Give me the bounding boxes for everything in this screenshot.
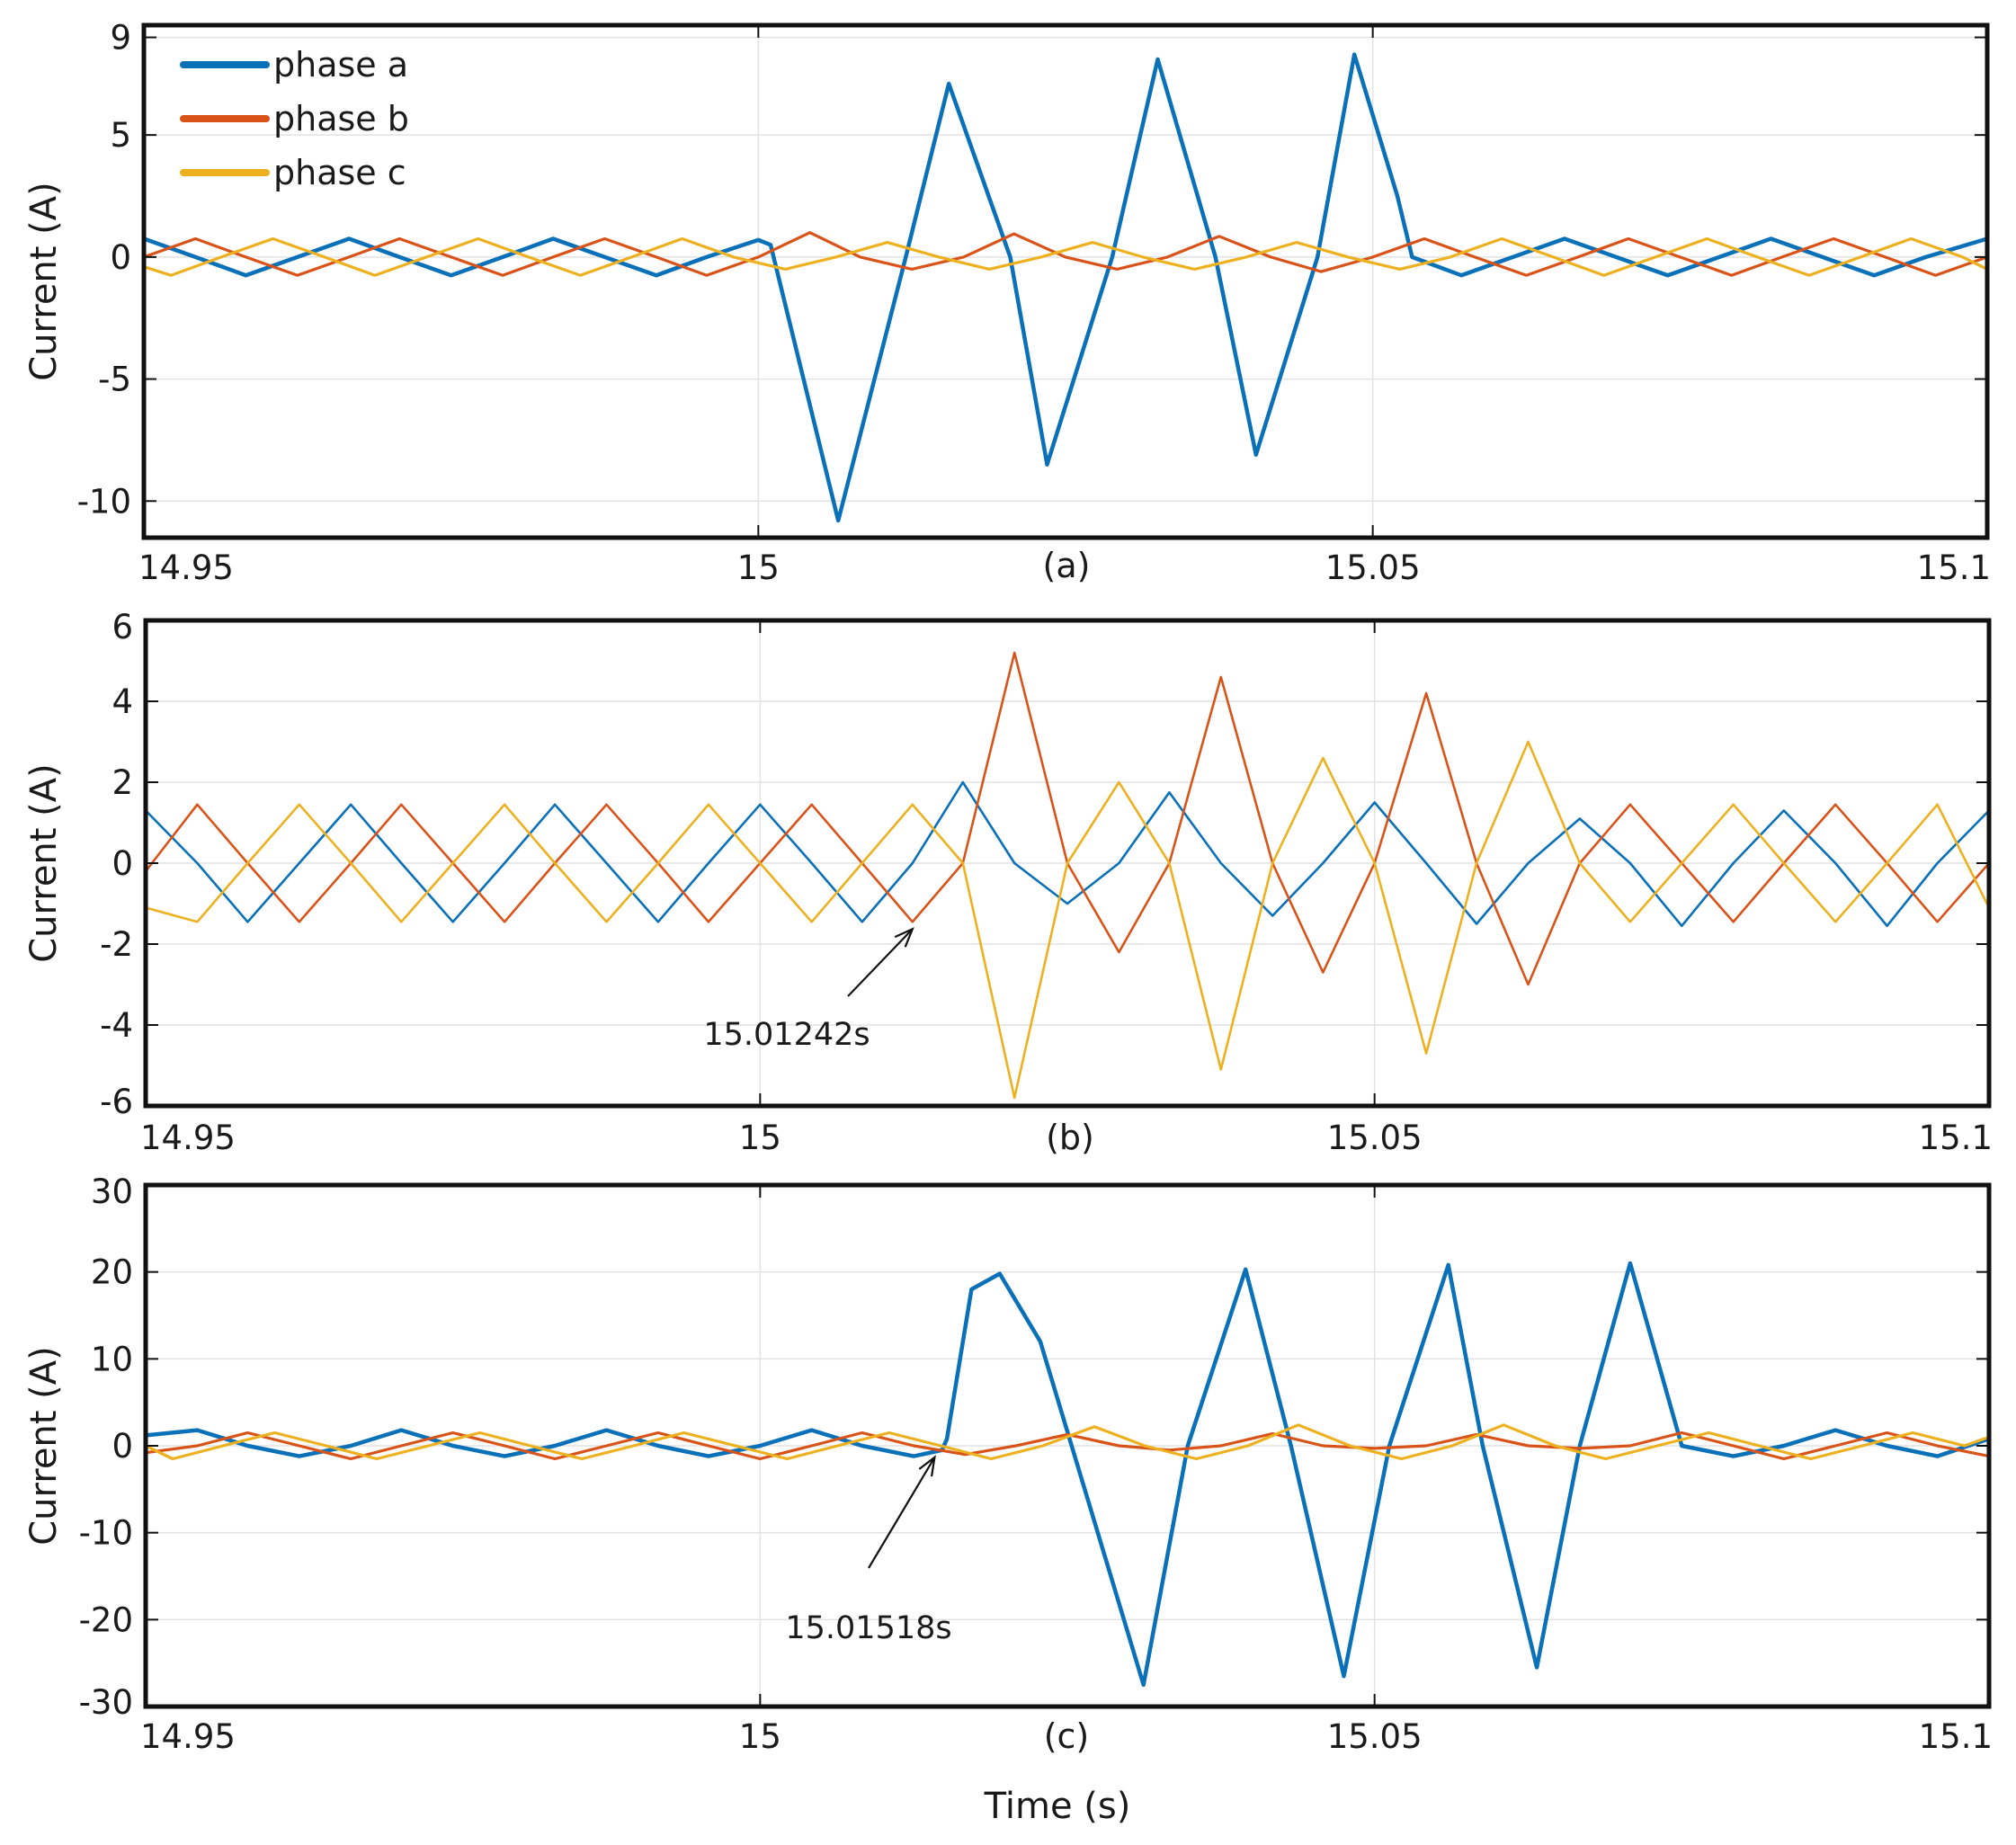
plot-frame — [141, 22, 1990, 540]
annotation-label: 15.01518s — [785, 1610, 951, 1646]
y-tick-label: 6 — [112, 608, 133, 646]
legend-label: phase c — [273, 153, 406, 192]
y-axis-title: Current (A) — [23, 182, 65, 381]
x-tick-label: 15.05 — [1327, 1119, 1423, 1157]
legend-label: phase a — [273, 45, 408, 85]
y-tick-label: -30 — [79, 1683, 133, 1722]
series-line-phase-a — [141, 52, 1990, 523]
y-tick-label: 0 — [112, 1427, 133, 1466]
y-tick-label: 20 — [91, 1253, 133, 1292]
y-tick-label: 0 — [110, 238, 131, 277]
x-tick-label: 14.95 — [140, 1717, 236, 1756]
annotation-arrow-head — [918, 1455, 936, 1477]
annotation-label: 15.01242s — [703, 1017, 870, 1053]
y-axis-title: Current (A) — [23, 1346, 65, 1546]
series-line-phase-b — [142, 231, 1989, 277]
y-tick-label: 5 — [110, 116, 131, 155]
series-line-phase-c — [144, 740, 1991, 1100]
series-line-phase-b — [144, 651, 1991, 986]
series-line-phase-c — [144, 1423, 1991, 1461]
y-tick-label: 2 — [112, 763, 133, 802]
x-tick-label: 15.1 — [1919, 1717, 1993, 1756]
x-axis-title: Time (s) — [984, 1786, 1131, 1827]
y-tick-label: -2 — [100, 925, 133, 964]
series-line-phase-b — [144, 1431, 1991, 1461]
y-tick-label: -5 — [98, 361, 131, 399]
chart-panel-2: 6 4 2 0 -2 -4 -614.95 15 15.05 15.1 Current (A) (b)… — [23, 608, 1993, 1157]
annotation-arrow-head — [894, 927, 914, 948]
y-tick-label: -6 — [100, 1083, 133, 1121]
annotation: 15.01242s — [703, 927, 914, 1053]
y-tick-label: -20 — [79, 1600, 133, 1639]
x-tick-label: 15.05 — [1325, 548, 1421, 587]
y-tick-label: -4 — [100, 1006, 133, 1045]
series-line-phase-a — [143, 1261, 1992, 1688]
x-tick-label: 14.95 — [140, 1119, 236, 1157]
x-tick-label: 14.95 — [138, 548, 234, 587]
y-tick-label: 0 — [112, 844, 133, 883]
legend-label: phase b — [273, 99, 409, 138]
panel-label: (a) — [1043, 546, 1091, 585]
annotation: 15.01518s — [785, 1455, 952, 1646]
x-tick-label: 15.1 — [1919, 1119, 1993, 1157]
panel-label: (b) — [1046, 1118, 1094, 1157]
x-tick-label: 15.1 — [1917, 548, 1991, 587]
y-tick-label: -10 — [79, 1514, 133, 1553]
legend: phase a phase b phase c — [180, 45, 409, 192]
panel-label: (c) — [1044, 1716, 1090, 1756]
x-tick-label: 15.05 — [1327, 1717, 1423, 1756]
x-tick-label: 15 — [737, 548, 780, 587]
annotation-arrow-line — [847, 928, 914, 997]
series-line-phase-c — [142, 236, 1989, 277]
y-tick-label: -10 — [77, 482, 131, 521]
y-tick-label: 10 — [91, 1340, 133, 1378]
x-tick-label: 15 — [739, 1717, 781, 1756]
annotation-arrow-line — [868, 1457, 936, 1569]
y-tick-label: 30 — [91, 1172, 133, 1211]
y-tick-label: 9 — [110, 19, 131, 58]
y-tick-label: 4 — [112, 682, 133, 721]
series-line-phase-a — [144, 780, 1991, 928]
x-tick-label: 15 — [739, 1119, 781, 1157]
y-axis-title: Current (A) — [23, 763, 65, 963]
